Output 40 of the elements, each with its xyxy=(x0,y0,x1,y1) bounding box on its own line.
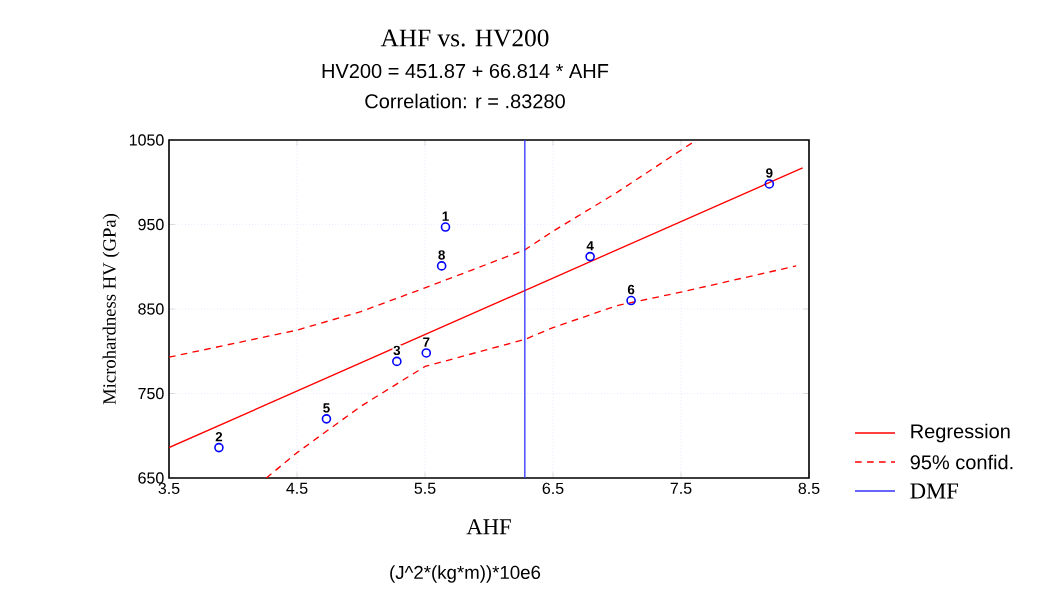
text: Correlation: r = .83280 xyxy=(365,93,565,109)
point xyxy=(764,179,775,189)
y-tick-label: 650 xyxy=(138,472,164,484)
annotation: 1 xyxy=(442,211,449,221)
x-tick-label: 5.5 xyxy=(414,482,436,494)
annotation: 5 xyxy=(323,403,330,413)
x-tick-label: 3.5 xyxy=(158,482,180,495)
y-axis-title: Microhardness HV (GPa) xyxy=(102,213,120,405)
y-tick-label: 950 xyxy=(138,218,164,231)
point xyxy=(436,261,447,271)
point xyxy=(626,295,636,306)
annotation: 8 xyxy=(438,250,445,260)
point xyxy=(585,251,595,262)
y-tick-label: 850 xyxy=(138,303,164,315)
annotation: 9 xyxy=(766,168,773,178)
x-tick-label: 8.5 xyxy=(798,482,820,495)
annotation: 3 xyxy=(393,345,401,356)
x-tick-label: 7.5 xyxy=(670,482,692,494)
chart-subtitle: HV200 = 451.87 + 66.814 * AHF xyxy=(322,63,609,79)
point xyxy=(321,414,332,424)
annotation: 4 xyxy=(586,241,594,251)
annotation: 2 xyxy=(215,432,223,442)
y-tick-label: 750 xyxy=(138,387,164,400)
legend-label: DMF xyxy=(910,483,959,499)
legend-label: Regression xyxy=(911,423,1010,443)
point xyxy=(421,348,432,358)
legend-label: 95% confid. xyxy=(910,454,1013,470)
x-axis-title: AHF xyxy=(466,519,511,535)
point xyxy=(392,356,402,367)
y-tick-label: 1050 xyxy=(129,134,164,146)
text: (J^2*(kg*m))*10e6 xyxy=(390,565,541,583)
annotation: 7 xyxy=(423,337,430,347)
chart-title: AHF vs. HV200 xyxy=(380,29,549,47)
x-tick-label: 6.5 xyxy=(542,482,564,495)
annotation: 6 xyxy=(627,284,635,295)
line-series xyxy=(265,265,797,478)
x-tick-label: 4.5 xyxy=(286,482,308,494)
line-series xyxy=(169,140,698,358)
point xyxy=(214,442,224,453)
point xyxy=(440,222,451,232)
